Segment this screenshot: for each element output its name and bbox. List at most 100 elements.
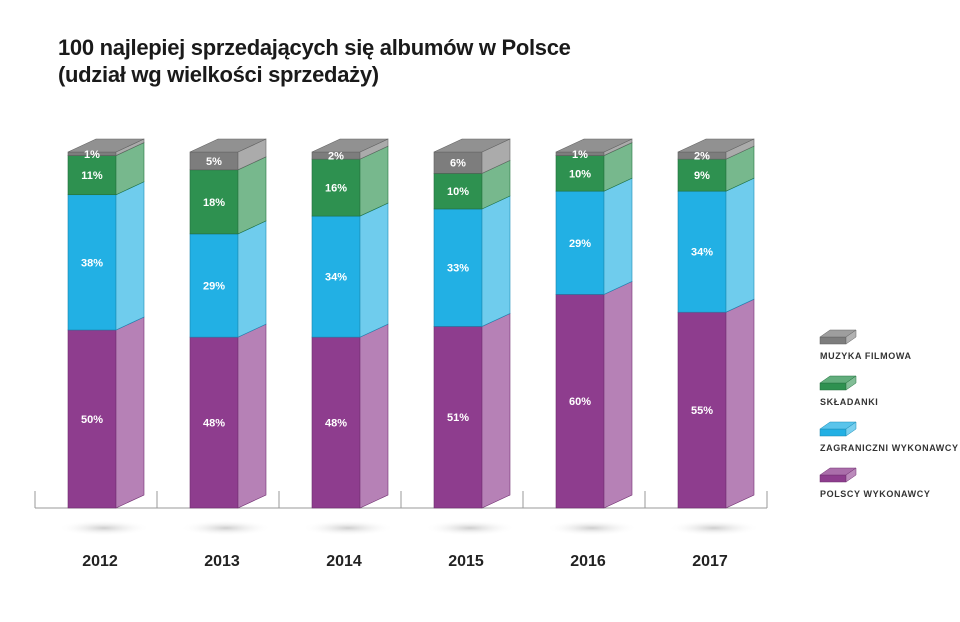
legend-swatch-side: [845, 467, 857, 483]
bar-value-label: 1%: [84, 149, 100, 161]
bar-side-face: [237, 156, 267, 235]
bar-group-2012: 50% 38% 11% 1% 2012: [58, 138, 150, 570]
bar-segment-2017-muzyka-filmowa: 2%: [677, 138, 755, 163]
legend-label: MUZYKA FILMOWA: [820, 351, 912, 361]
bar-top-face: [677, 138, 755, 153]
bar-segment-2017-polscy-wykonawcy: 55%: [677, 298, 755, 509]
bar-top-face: [189, 138, 267, 153]
bar-shadow: [302, 520, 394, 536]
bar-front-face: [433, 208, 483, 327]
legend-swatch-side: [845, 421, 857, 437]
bar-value-label: 10%: [569, 168, 591, 180]
bar-segment-2015-polscy-wykonawcy: 51%: [433, 312, 511, 509]
legend-item-zagraniczni-wykonawcy: ZAGRANICZNI WYKONAWCY: [819, 421, 958, 453]
bar-segment-2014-polscy-wykonawcy: 48%: [311, 323, 389, 509]
bar-value-label: 1%: [572, 149, 588, 161]
bar-value-label: 29%: [569, 238, 591, 250]
bar-group-2016: 60% 29% 10% 1% 2016: [546, 138, 638, 570]
bar-top-face: [555, 138, 633, 153]
bar-segment-2014-składanki: 16%: [311, 145, 389, 217]
bar-side-face: [603, 280, 633, 509]
bar-group-2017: 55% 34% 9% 2% 2017: [668, 138, 760, 570]
legend-item-składanki: SKŁADANKI: [819, 375, 878, 407]
bar-value-label: 55%: [691, 405, 713, 417]
legend: MUZYKA FILMOWA SKŁADANKI ZAGRANICZNI WYKON…: [819, 329, 958, 499]
bar-value-label: 6%: [450, 158, 466, 170]
axis-layer: [34, 491, 768, 509]
bar-front-face: [311, 215, 361, 338]
chart-title: 100 najlepiej sprzedających się albumów …: [58, 34, 571, 88]
bar-group-2014: 48% 34% 16% 2% 2014: [302, 138, 394, 570]
bar-shadow: [58, 520, 150, 536]
legend-swatch: [819, 336, 847, 345]
bar-front-face: [433, 326, 483, 509]
bar-value-label: 50%: [81, 414, 103, 426]
bar-value-label: 9%: [694, 170, 710, 182]
bar-segment-2012-muzyka-filmowa: 1%: [67, 138, 145, 161]
bar-side-face: [115, 316, 145, 509]
bar-value-label: 5%: [206, 156, 222, 168]
bar-side-face: [115, 181, 145, 331]
bar-side-face: [237, 323, 267, 509]
bar-segment-2016-muzyka-filmowa: 1%: [555, 138, 633, 161]
bar-value-label: 2%: [694, 151, 710, 163]
bar-segment-2015-muzyka-filmowa: 6%: [433, 138, 511, 174]
bar-value-label: 11%: [81, 170, 103, 182]
bar-group-2015: 51% 33% 10% 6% 2015: [424, 138, 516, 570]
bar-shadow: [546, 520, 638, 536]
bar-shadow: [180, 520, 272, 536]
bar-front-face: [311, 336, 361, 509]
bar-value-label: 16%: [325, 183, 347, 195]
bar-top-face: [433, 138, 511, 153]
bar-segment-2013-muzyka-filmowa: 5%: [189, 138, 267, 171]
x-tick-label-2013: 2013: [204, 553, 240, 570]
bar-value-label: 34%: [325, 272, 347, 284]
x-tick-label-2015: 2015: [448, 553, 484, 570]
legend-swatch: [819, 382, 847, 391]
bar-segment-2012-zagraniczni-wykonawcy: 38%: [67, 181, 145, 331]
bar-side-face: [481, 195, 511, 327]
bar-side-face: [237, 220, 267, 338]
bar-front-face: [677, 190, 727, 313]
bar-value-label: 34%: [691, 247, 713, 259]
x-tick-label-2012: 2012: [82, 553, 118, 570]
bar-value-label: 38%: [81, 257, 103, 269]
bar-side-face: [725, 298, 755, 509]
bar-front-face: [189, 336, 239, 509]
legend-item-polscy-wykonawcy: POLSCY WYKONAWCY: [819, 467, 930, 499]
legend-label: SKŁADANKI: [820, 397, 878, 407]
bar-front-face: [555, 190, 605, 295]
x-tick-label-2014: 2014: [326, 553, 362, 570]
bar-shadow: [424, 520, 516, 536]
bar-front-face: [555, 294, 605, 509]
bar-front-face: [67, 194, 117, 331]
bar-segment-2017-zagraniczni-wykonawcy: 34%: [677, 177, 755, 313]
bar-front-face: [311, 158, 361, 217]
bar-group-2013: 48% 29% 18% 5% 2013: [180, 138, 272, 570]
bar-value-label: 48%: [203, 418, 225, 430]
chart-title-line-2: (udział wg wielkości sprzedaży): [58, 62, 379, 87]
bar-side-face: [481, 312, 511, 509]
bar-segment-2015-składanki: 10%: [433, 159, 511, 210]
bar-front-face: [189, 169, 239, 235]
bar-segment-2014-muzyka-filmowa: 2%: [311, 138, 389, 163]
bar-value-label: 51%: [447, 412, 469, 424]
bar-segment-2014-zagraniczni-wykonawcy: 34%: [311, 202, 389, 338]
bar-segment-2013-zagraniczni-wykonawcy: 29%: [189, 220, 267, 338]
legend-swatch: [819, 428, 847, 437]
bar-top-face: [67, 138, 145, 153]
bar-top-face: [311, 138, 389, 153]
bar-segment-2013-polscy-wykonawcy: 48%: [189, 323, 267, 509]
x-tick-label-2016: 2016: [570, 553, 606, 570]
bar-front-face: [677, 311, 727, 509]
legend-swatch-side: [845, 375, 857, 391]
x-tick-label-2017: 2017: [692, 553, 728, 570]
bar-shadow: [668, 520, 760, 536]
bar-segment-2016-polscy-wykonawcy: 60%: [555, 280, 633, 509]
bar-value-label: 29%: [203, 281, 225, 293]
bar-value-label: 33%: [447, 263, 469, 275]
bar-side-face: [725, 177, 755, 313]
bar-segment-2015-zagraniczni-wykonawcy: 33%: [433, 195, 511, 327]
bar-value-label: 18%: [203, 197, 225, 209]
